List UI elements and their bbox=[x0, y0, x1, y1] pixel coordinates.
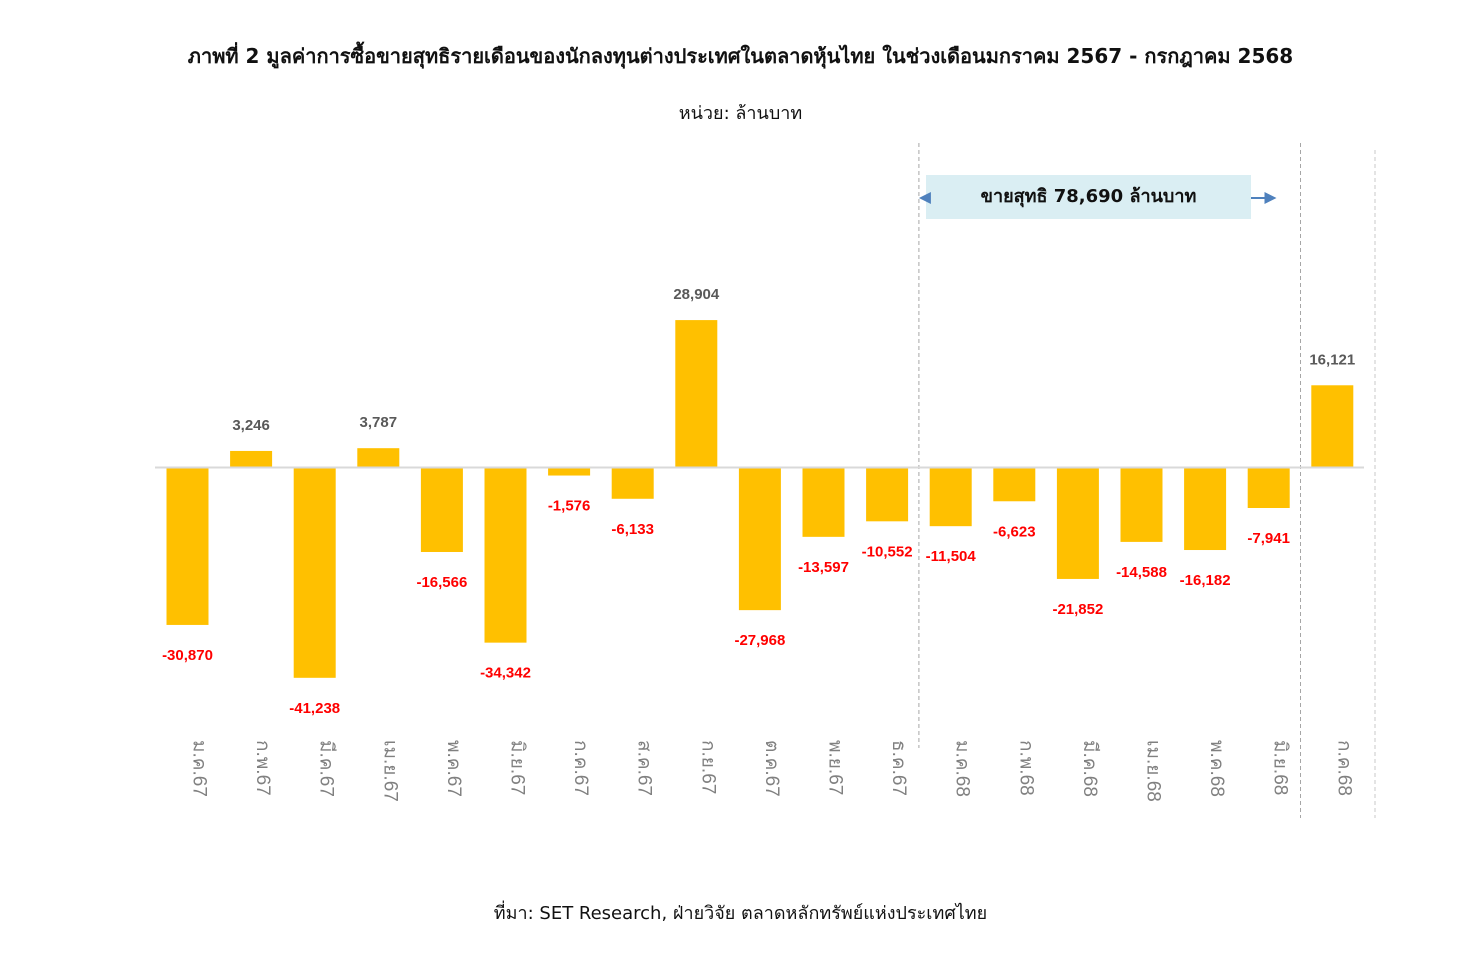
bar bbox=[357, 448, 400, 468]
category-label-group: ม.ค.67 ก.พ.67 มี.ค.67 เม.ย.67 พ.ค.67 มิ.ย.67 ก… bbox=[189, 740, 1355, 802]
data-label-group: -30,870 3,246 -41,238 3,787 -16,566 -34,342 -1… bbox=[162, 286, 1355, 717]
bar bbox=[993, 467, 1036, 502]
bar bbox=[548, 467, 591, 476]
data-label: -16,566 bbox=[416, 574, 467, 591]
category-label: ก.ค.68 bbox=[1333, 740, 1354, 796]
chart-unit-label: หน่วย: ล้านบาท bbox=[678, 103, 803, 124]
data-label: -14,588 bbox=[1116, 564, 1167, 581]
bar bbox=[738, 467, 781, 611]
category-label: ธ.ค.67 bbox=[888, 740, 909, 796]
data-label: 28,904 bbox=[673, 286, 720, 303]
bar bbox=[1247, 467, 1290, 508]
period-dividers bbox=[918, 143, 1376, 818]
bar bbox=[1056, 467, 1099, 579]
data-label: 3,246 bbox=[232, 417, 270, 434]
category-label: ส.ค.67 bbox=[634, 740, 655, 796]
arrow-right-icon bbox=[1264, 192, 1277, 204]
category-label: ก.พ.67 bbox=[252, 740, 273, 796]
data-label: 16,121 bbox=[1309, 351, 1355, 368]
category-label: เม.ย.67 bbox=[379, 740, 400, 802]
data-label: 3,787 bbox=[360, 414, 398, 431]
bar bbox=[230, 450, 273, 468]
bar bbox=[929, 467, 972, 527]
category-label: ม.ค.68 bbox=[952, 740, 973, 797]
category-label: มิ.ย.68 bbox=[1270, 740, 1291, 795]
data-label: -11,504 bbox=[926, 548, 977, 565]
data-label: -16,182 bbox=[1180, 572, 1231, 589]
category-label: มี.ค.68 bbox=[1079, 740, 1101, 797]
annotation-box bbox=[926, 175, 1251, 219]
annotation-text: ขายสุทธิ 78,690 ล้านบาท bbox=[981, 186, 1197, 208]
bar bbox=[802, 467, 845, 537]
data-label: -27,968 bbox=[734, 632, 785, 649]
category-label: ก.ค.67 bbox=[570, 740, 591, 796]
category-label: เม.ย.68 bbox=[1143, 740, 1164, 802]
chart-source: ที่มา: SET Research, ฝ่ายวิจัย ตลาดหลักท… bbox=[493, 903, 988, 924]
data-label: -1,576 bbox=[548, 498, 591, 515]
data-label: -6,623 bbox=[993, 523, 1036, 540]
category-label: ก.พ.68 bbox=[1015, 740, 1036, 796]
arrow-left-icon bbox=[918, 192, 931, 204]
net-sell-annotation: ขายสุทธิ 78,690 ล้านบาท bbox=[918, 175, 1277, 219]
bar bbox=[166, 467, 209, 625]
bar bbox=[611, 467, 654, 499]
chart-title: ภาพที่ 2 มูลค่าการซื้อขายสุทธิรายเดือนขอ… bbox=[187, 44, 1294, 68]
category-label: พ.ย.67 bbox=[825, 740, 846, 795]
category-label: พ.ค.68 bbox=[1206, 740, 1227, 797]
data-label: -41,238 bbox=[289, 700, 340, 717]
bar bbox=[1311, 385, 1354, 468]
category-label: ม.ค.67 bbox=[189, 740, 210, 797]
data-label: -21,852 bbox=[1052, 601, 1103, 618]
bar bbox=[866, 467, 909, 522]
data-label: -7,941 bbox=[1247, 530, 1290, 547]
category-label: มิ.ย.67 bbox=[507, 740, 528, 795]
category-label: มี.ค.67 bbox=[316, 740, 338, 797]
bar bbox=[675, 320, 718, 468]
category-label: ต.ค.67 bbox=[761, 740, 782, 797]
category-label: พ.ค.67 bbox=[443, 740, 464, 797]
data-label: -13,597 bbox=[798, 559, 849, 576]
data-label: -34,342 bbox=[480, 665, 531, 682]
data-label: -10,552 bbox=[862, 543, 913, 560]
bar bbox=[484, 467, 527, 643]
bar bbox=[1120, 467, 1163, 542]
bar bbox=[420, 467, 463, 552]
category-label: ก.ย.67 bbox=[697, 740, 718, 794]
data-label: -6,133 bbox=[611, 521, 654, 538]
data-label: -30,870 bbox=[162, 647, 213, 664]
bar-group bbox=[166, 320, 1354, 678]
bar bbox=[293, 467, 336, 678]
bar bbox=[1184, 467, 1227, 551]
